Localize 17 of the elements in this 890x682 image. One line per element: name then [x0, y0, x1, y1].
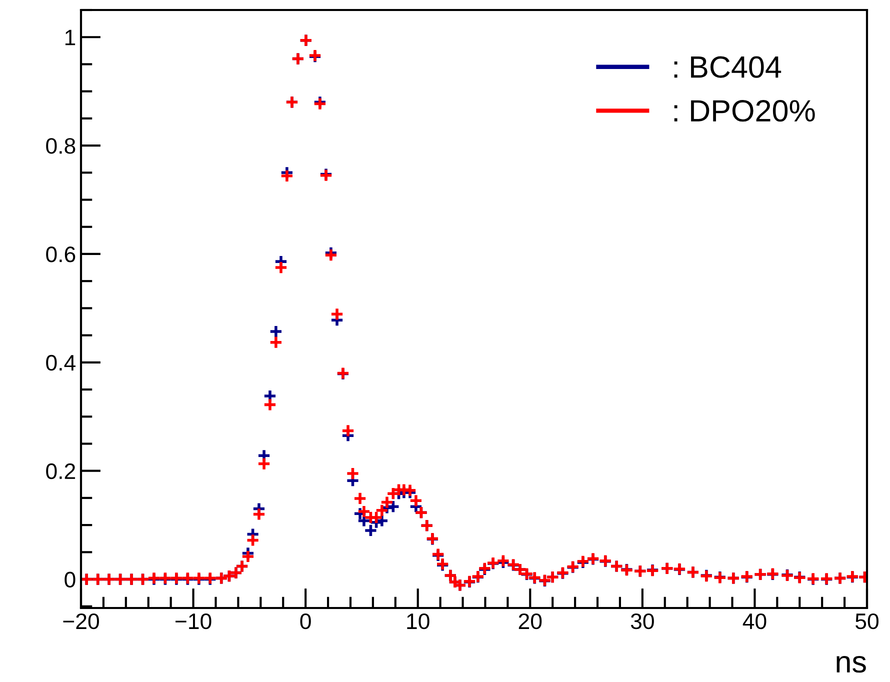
legend-label: : DPO20% [674, 100, 815, 122]
x-tick-label: −20 [63, 613, 99, 630]
x-tick-label: 10 [407, 613, 430, 630]
legend-label: : BC404 [674, 56, 782, 78]
x-tick-label: 30 [630, 613, 654, 630]
y-tick-label: 0.8 [46, 138, 76, 154]
y-tick-label: 0.2 [46, 463, 76, 480]
y-tick-label: 0.6 [46, 246, 76, 262]
x-axis-title: ns [836, 656, 866, 673]
x-tick-label: 0 [300, 613, 311, 630]
x-tick-label: 50 [856, 613, 878, 630]
x-tick-label: 40 [742, 613, 766, 630]
x-tick-label: −10 [176, 613, 212, 630]
y-tick-label: 0 [64, 572, 76, 588]
x-tick-label: 20 [518, 613, 542, 630]
y-tick-label: 1 [65, 30, 76, 46]
y-tick-label: 0.4 [46, 354, 76, 371]
